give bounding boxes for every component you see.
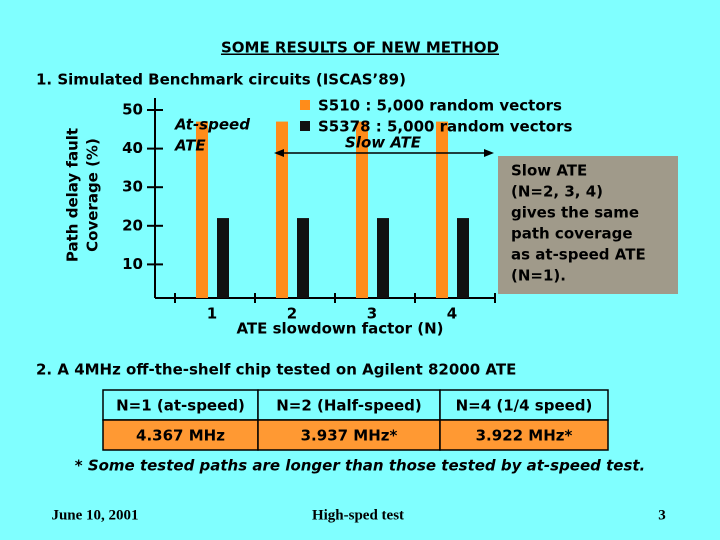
bar	[297, 218, 309, 298]
legend-label: S5378 : 5,000 random vectors	[318, 118, 572, 136]
note-box	[498, 156, 678, 294]
bar	[196, 121, 208, 298]
section-heading: 1. Simulated Benchmark circuits (ISCAS’8…	[36, 71, 406, 89]
table-cell	[102, 419, 259, 451]
annotation: Slow ATE	[345, 134, 422, 152]
note-text: (N=2, 3, 4)	[511, 183, 603, 201]
note-text: gives the same	[511, 204, 639, 222]
bar	[377, 218, 389, 298]
table-text: 3.922 MHz*	[476, 427, 573, 445]
table: N=1 (at-speed) N=2 (Half-speed) N=4 (1/4 s…	[102, 389, 609, 451]
footer-date: June 10, 2001	[51, 507, 138, 523]
table-text: 3.937 MHz*	[301, 427, 398, 445]
y-tick-label: 40	[122, 139, 143, 157]
slide-title: SOME RESULTS OF NEW METHOD	[221, 39, 499, 57]
table-text: N=1 (at-speed)	[116, 397, 245, 415]
y-tick-label: 10	[122, 255, 143, 273]
legend-swatch	[300, 121, 310, 131]
table-cell	[439, 419, 609, 451]
bar	[436, 121, 448, 298]
y-tick-label: 50	[122, 101, 143, 119]
legend-label: S510 : 5,000 random vectors	[318, 97, 562, 115]
x-tick-label: 3	[367, 305, 377, 323]
x-axis-label: ATE slowdown factor (N)	[236, 320, 443, 338]
note-text: Slow ATE	[511, 162, 587, 180]
bar	[276, 121, 288, 298]
section-heading: 2. A 4MHz off-the-shelf chip tested on A…	[36, 361, 516, 379]
page-number: 3	[658, 507, 666, 523]
note-text: (N=1).	[511, 267, 566, 285]
x-tick-label: 4	[447, 305, 457, 323]
note-text: path coverage	[511, 225, 633, 243]
y-axis-label: Coverage (%)	[84, 138, 102, 252]
y-axis-label: Path delay fault	[64, 128, 82, 262]
y-tick-label: 20	[122, 216, 143, 234]
footer-title: High-sped test	[312, 507, 404, 523]
table-text: N=2 (Half-speed)	[276, 397, 422, 415]
footnote: * Some tested paths are longer than thos…	[75, 457, 646, 475]
legend-swatch	[300, 100, 310, 110]
annotation: ATE	[174, 137, 206, 155]
table-text: N=4 (1/4 speed)	[456, 397, 593, 415]
y-tick-label: 30	[122, 178, 143, 196]
table-text: 4.367 MHz	[136, 427, 225, 445]
table-cell	[257, 419, 441, 451]
bar	[217, 218, 229, 298]
bar	[356, 121, 368, 298]
chart: 10 20 30 40 50 Path delay fault Coverage (%) AT…	[64, 97, 678, 338]
x-tick-label: 1	[207, 305, 217, 323]
note-text: as at-speed ATE	[511, 246, 646, 264]
bar	[457, 218, 469, 298]
x-tick-label: 2	[287, 305, 297, 323]
annotation: At-speed	[174, 116, 250, 134]
table-cell	[439, 389, 609, 421]
